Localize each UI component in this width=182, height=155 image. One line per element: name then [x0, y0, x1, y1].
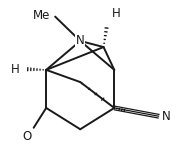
Text: H: H [11, 63, 19, 76]
Text: N: N [76, 34, 85, 47]
Text: Me: Me [32, 9, 50, 22]
Text: N: N [162, 110, 171, 123]
Text: H: H [112, 7, 120, 20]
Text: O: O [23, 130, 32, 143]
